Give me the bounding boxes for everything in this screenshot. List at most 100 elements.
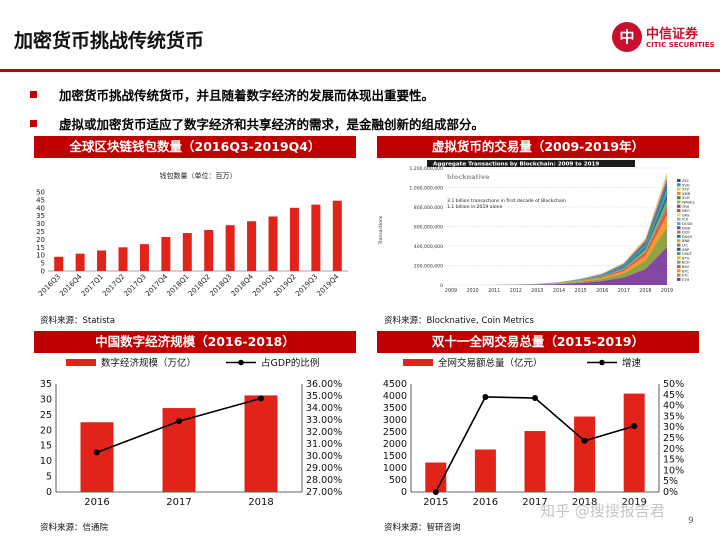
x-tick-label: 2017 xyxy=(618,288,630,294)
y2-tick-label: 5% xyxy=(663,476,678,487)
legend-swatch xyxy=(677,191,681,195)
legend-label: ICX xyxy=(682,218,689,222)
y2-tick-label: 40% xyxy=(663,401,684,412)
legend-swatch xyxy=(677,196,681,200)
x-tick-label: 2018 xyxy=(572,497,597,508)
bar xyxy=(75,253,85,271)
y2-tick-label: 34.00% xyxy=(306,403,342,414)
legend-label: XRP xyxy=(682,248,690,252)
legend-swatch xyxy=(677,252,681,256)
x-tick-label: 2013 xyxy=(531,288,543,294)
y-axis-label: Transactions xyxy=(378,215,384,245)
legend-label: 全网交易额总量（亿元） xyxy=(438,357,543,369)
chart-title-bar xyxy=(427,160,635,167)
legend-swatch xyxy=(677,243,681,247)
x-tick-label: 2017Q4 xyxy=(144,272,170,298)
panel-title-crypto-volume: 虚拟货币的交易量（2009-2019年） xyxy=(377,136,699,158)
bar xyxy=(574,416,596,492)
bar xyxy=(244,395,278,492)
y-tick-label: 35 xyxy=(36,212,45,220)
brand-watermark: blocknative xyxy=(447,173,490,181)
bar xyxy=(225,225,235,271)
y-tick-label: 4000 xyxy=(383,391,407,402)
legend-swatch xyxy=(677,239,681,243)
y-tick-label: 10 xyxy=(36,252,45,260)
legend-label: BTG xyxy=(682,256,690,260)
y2-tick-label: 10% xyxy=(663,465,684,476)
line-point xyxy=(176,418,182,425)
x-tick-label: 2016 xyxy=(473,497,498,508)
line-point xyxy=(482,393,489,400)
bar xyxy=(425,462,447,492)
y-tick-label: 35 xyxy=(40,379,52,390)
bar xyxy=(474,449,496,492)
y-tick-label: 50 xyxy=(36,189,45,197)
legend-swatch xyxy=(66,359,96,366)
y2-tick-label: 15% xyxy=(663,455,684,466)
bar xyxy=(80,422,114,492)
y2-tick-label: 31.00% xyxy=(306,439,342,450)
page-title: 加密货币挑战传统货币 xyxy=(14,30,205,52)
legend-label: BSV xyxy=(682,265,690,269)
y-tick-label: 5 xyxy=(46,472,52,483)
line-point xyxy=(432,489,439,495)
y-tick-label: 10 xyxy=(40,456,52,467)
bar xyxy=(524,431,546,492)
bar xyxy=(247,221,257,271)
y-tick-label: 500 xyxy=(389,475,407,486)
y-tick-label: 3000 xyxy=(383,415,407,426)
x-tick-label: 2017 xyxy=(166,497,191,508)
bar xyxy=(204,229,214,271)
y2-tick-label: 29.00% xyxy=(306,463,342,474)
bullet-square-icon xyxy=(30,91,37,98)
y-tick-label: 600,000,000 xyxy=(414,224,443,230)
legend-marker xyxy=(238,359,244,366)
chart-title: 钱包数量（单位：百万） xyxy=(160,171,237,180)
legend-label: WAVES xyxy=(682,201,695,205)
y-tick-label: 4500 xyxy=(383,379,407,390)
line-point xyxy=(258,395,264,402)
line-point xyxy=(94,449,100,456)
y-tick-label: 0 xyxy=(440,283,443,289)
bar xyxy=(54,256,64,271)
x-tick-label: 2017Q3 xyxy=(123,273,148,298)
legend-label: XMR xyxy=(682,192,691,196)
x-tick-label: 2017Q2 xyxy=(101,273,126,298)
legend-label: ETC xyxy=(682,274,689,278)
y2-tick-label: 20% xyxy=(663,444,684,455)
x-tick-label: 2017Q1 xyxy=(80,273,105,298)
y-tick-label: 40 xyxy=(36,204,45,212)
y-tick-label: 20 xyxy=(40,425,52,436)
bar xyxy=(311,204,321,271)
x-tick-label: 2011 xyxy=(488,288,500,294)
bar xyxy=(139,244,149,271)
x-tick-label: 2010 xyxy=(466,288,478,294)
y-tick-label: 1500 xyxy=(383,451,407,462)
legend-swatch xyxy=(677,234,681,238)
x-tick-label: 2018Q3 xyxy=(208,273,233,298)
y2-tick-label: 30% xyxy=(663,422,684,433)
panel-title-double-eleven: 双十一全网交易总量（2015-2019） xyxy=(377,331,699,353)
bullet-text: 虚拟或加密货币适应了数字经济和共享经济的需求，是金融创新的组成部分。 xyxy=(59,117,485,132)
x-tick-label: 2018 xyxy=(639,288,651,294)
y2-tick-label: 35% xyxy=(663,411,684,422)
y-tick-label: 1,000,000,000 xyxy=(409,185,443,191)
source-note: 资料来源：Statista xyxy=(40,316,116,326)
area-series xyxy=(451,246,667,285)
legend-label: DOGE xyxy=(682,222,693,226)
x-tick-label: 2017 xyxy=(522,497,547,508)
y-tick-label: 20 xyxy=(36,236,45,244)
y2-tick-label: 0% xyxy=(663,487,678,498)
legend-label: TRX xyxy=(681,205,690,209)
title-divider xyxy=(0,69,720,72)
y2-tick-label: 35.00% xyxy=(306,391,342,402)
y2-tick-label: 50% xyxy=(663,379,684,390)
y-tick-label: 1000 xyxy=(383,463,407,474)
bar xyxy=(161,237,171,271)
y-tick-label: 2500 xyxy=(383,427,407,438)
legend-label: LTC xyxy=(682,244,688,248)
y-tick-label: 5 xyxy=(41,260,45,268)
y-tick-label: 1,200,000,000 xyxy=(409,166,443,172)
y-tick-label: 15 xyxy=(36,244,45,252)
